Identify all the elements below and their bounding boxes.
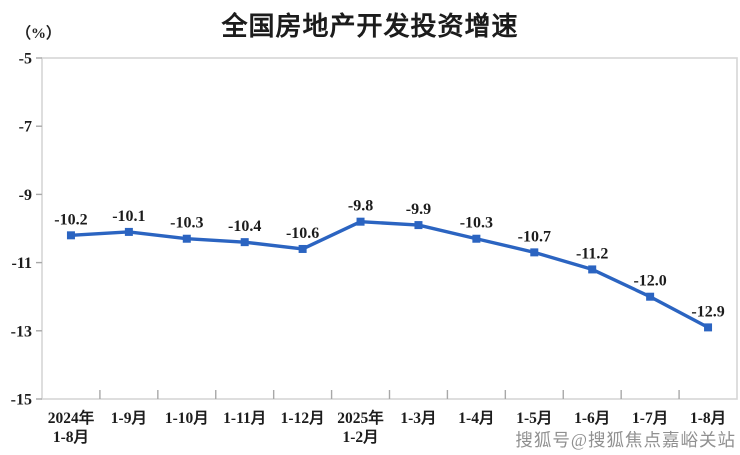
data-point-label: -10.6 [286, 225, 319, 242]
x-category-label: 1-10月 [165, 409, 209, 427]
data-point-marker [356, 217, 365, 226]
plot-border [41, 57, 738, 400]
series-line [69, 219, 710, 330]
y-tick-label: -13 [11, 323, 32, 340]
y-tick-label: -5 [19, 51, 32, 68]
y-tick-label: -15 [11, 392, 32, 409]
data-point-marker [646, 292, 655, 301]
data-point-label: -12.0 [633, 273, 666, 290]
data-point-marker [530, 248, 539, 257]
data-point-label: -10.1 [112, 208, 145, 225]
data-point-marker [414, 221, 423, 230]
data-point-marker [66, 231, 75, 240]
data-point-label: -9.8 [348, 198, 373, 215]
x-category-label: 1-8月 [53, 428, 89, 446]
data-point-label: -11.2 [576, 245, 608, 262]
x-category-label: 1-11月 [223, 409, 266, 427]
data-point-marker [704, 323, 713, 332]
x-category-label: 1-2月 [342, 428, 378, 446]
data-point-marker [298, 244, 307, 253]
data-point-label: -10.2 [54, 211, 87, 228]
x-category-label: 1-4月 [458, 409, 494, 427]
x-category-label: 2024年 [48, 408, 95, 427]
y-tick-label: -7 [19, 119, 32, 136]
data-point-marker [472, 234, 481, 243]
y-tick-label: -9 [19, 187, 32, 204]
data-point-label: -10.4 [228, 218, 261, 235]
x-category-label: 1-7月 [632, 409, 668, 427]
watermark-text: 搜狐号@搜狐焦点嘉峪关站 [515, 430, 736, 450]
x-category-label: 2025年 [337, 408, 384, 427]
data-point-marker [588, 265, 597, 274]
data-point-label: -10.3 [170, 215, 203, 232]
data-point-label: -10.3 [460, 215, 493, 232]
data-point-marker [182, 234, 191, 243]
y-tick-label: -11 [12, 255, 32, 272]
data-point-marker [240, 238, 249, 247]
data-point-label: -12.9 [691, 303, 724, 320]
chart-title: 全国房地产开发投资增速 [221, 11, 519, 41]
data-point-label: -10.7 [518, 228, 551, 245]
x-category-label: 1-8月 [690, 409, 726, 427]
x-category-label: 1-6月 [574, 409, 610, 427]
x-category-label: 1-3月 [400, 409, 436, 427]
x-category-label: 1-5月 [516, 409, 552, 427]
x-category-label: 1-12月 [281, 409, 325, 427]
data-point-marker [124, 227, 133, 236]
data-point-label: -9.9 [406, 201, 431, 218]
x-category-label: 1-9月 [111, 409, 147, 427]
y-axis-unit-label: （%） [16, 26, 62, 42]
